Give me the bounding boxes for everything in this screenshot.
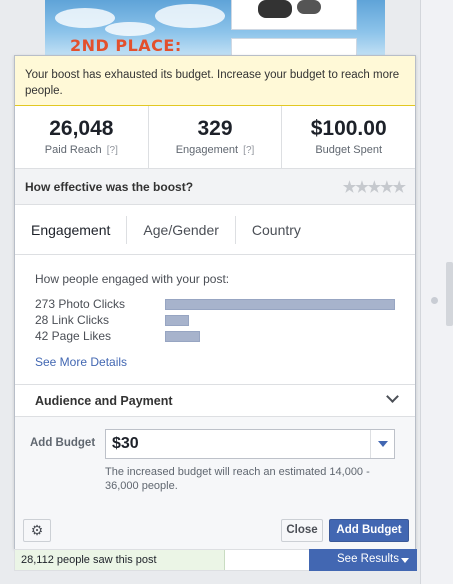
caret-down-icon [401, 558, 409, 563]
stat-budget-spent: $100.00 Budget Spent [282, 106, 415, 168]
engagement-heading: How people engaged with your post: [35, 272, 230, 286]
effectiveness-row: How effective was the boost? ★★★★★ [15, 169, 415, 205]
see-results-label: See Results [337, 553, 400, 565]
add-budget-section: Add Budget $30 The increased budget will… [15, 417, 415, 514]
metric-link-clicks: 28 Link Clicks [35, 313, 110, 327]
stat-value: 26,048 [49, 117, 114, 140]
dropdown-arrow-icon [378, 441, 388, 447]
stat-value: $100.00 [310, 117, 387, 140]
scrollbar-thumb[interactable] [446, 262, 453, 326]
audience-payment-header[interactable]: Audience and Payment [15, 385, 415, 417]
metric-bar [165, 299, 395, 310]
tab-engagement[interactable]: Engagement [31, 215, 128, 244]
budget-exhausted-alert: Your boost has exhausted its budget. Inc… [15, 56, 415, 106]
metric-bar [165, 315, 189, 326]
alert-message: Your boost has exhausted its budget. Inc… [25, 69, 400, 97]
tire-icon [258, 0, 292, 18]
help-link[interactable]: [?] [106, 145, 118, 156]
metric-page-likes: 42 Page Likes [35, 329, 112, 343]
add-budget-button[interactable]: Add Budget [329, 519, 409, 542]
help-link[interactable]: [?] [243, 145, 255, 156]
tab-country[interactable]: Country [251, 221, 301, 238]
audience-title: Audience and Payment [35, 394, 173, 408]
boost-results-dialog: Your boost has exhausted its budget. Inc… [14, 55, 416, 549]
stats-row: 26,048 Paid Reach [?] 329 Engagement [?]… [15, 106, 415, 169]
tire-icon [297, 0, 321, 14]
close-button[interactable]: Close [281, 519, 323, 542]
add-budget-label: Add Budget [30, 437, 96, 449]
metric-photo-clicks: 273 Photo Clicks [35, 297, 126, 311]
stat-engagement: 329 Engagement [?] [149, 106, 283, 168]
stat-paid-reach: 26,048 Paid Reach [?] [15, 106, 149, 168]
stat-label: Budget Spent [315, 144, 383, 156]
engagement-section: How people engaged with your post: 273 P… [15, 255, 415, 385]
post-image: 2ND PLACE: [45, 0, 385, 58]
post-stats-strip: 28,112 people saw this post See Results [14, 549, 417, 571]
tab-bar: Engagement Age/Gender Country [15, 205, 415, 255]
budget-select[interactable]: $30 [105, 429, 395, 459]
product-photo [231, 0, 357, 30]
post-image-caption: 2ND PLACE: [70, 36, 182, 55]
stat-value: 329 [197, 117, 233, 140]
settings-button[interactable]: ⚙ [23, 519, 51, 542]
rail-handle-icon[interactable] [431, 297, 438, 304]
see-more-details-link[interactable]: See More Details [35, 355, 128, 369]
tab-age-gender[interactable]: Age/Gender [127, 215, 236, 244]
dropdown-toggle[interactable] [370, 430, 394, 458]
star-rating[interactable]: ★★★★★ [342, 179, 406, 196]
dialog-footer: ⚙ Close Add Budget [15, 513, 415, 549]
budget-estimate-note: The increased budget will reach an estim… [105, 466, 370, 492]
metric-bar [165, 331, 200, 342]
effectiveness-question: How effective was the boost? [25, 180, 194, 194]
stat-label: Paid Reach [44, 144, 102, 156]
chevron-down-icon[interactable] [386, 390, 399, 403]
people-saw-post: 28,112 people saw this post [15, 550, 225, 570]
product-photo-secondary [231, 38, 357, 58]
budget-selected-value: $30 [112, 435, 139, 452]
see-results-button[interactable]: See Results [309, 549, 417, 571]
stat-label: Engagement [175, 144, 239, 156]
gear-icon: ⚙ [30, 522, 44, 538]
